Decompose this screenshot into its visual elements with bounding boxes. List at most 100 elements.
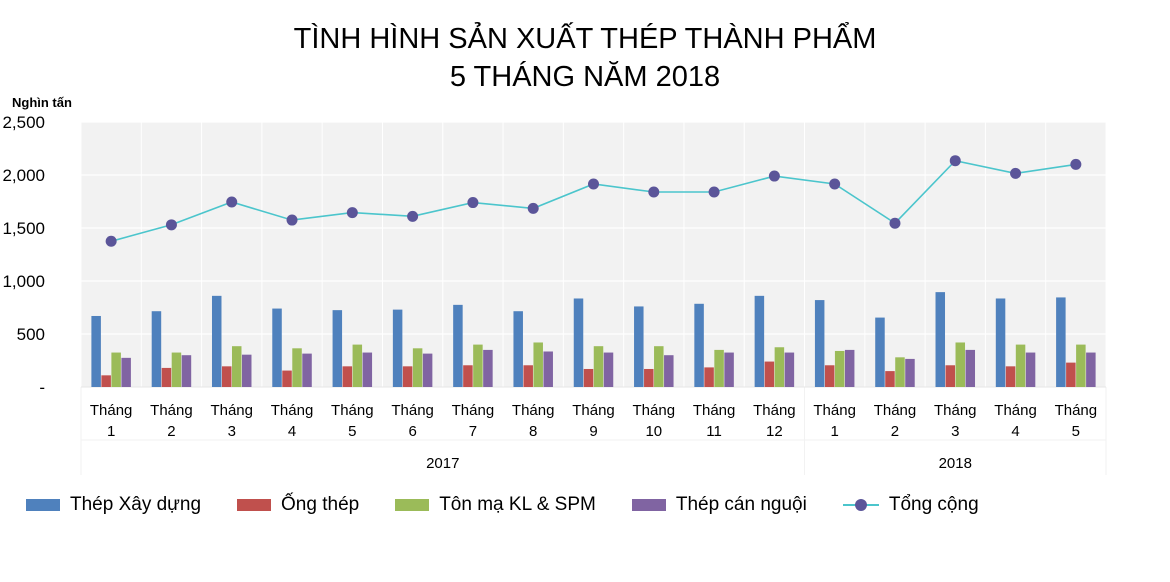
bar-3-13: [834, 350, 845, 387]
bar-4-12: [784, 352, 795, 387]
group-label-2017: 2017: [426, 455, 459, 472]
chart-title-line-1: TÌNH HÌNH SẢN XUẤT THÉP THÀNH PHẨM: [293, 23, 877, 55]
total-marker-8: [527, 202, 539, 214]
x-tick-label-line2: 5: [1072, 423, 1080, 440]
y-tick-label: 1,000: [2, 272, 45, 291]
bar-3-5: [352, 344, 363, 387]
bar-2-12: [764, 361, 775, 387]
bar-3-17: [1076, 344, 1086, 387]
bar-1-2: [151, 311, 162, 387]
y-axis-unit-label: Nghìn tấn: [12, 95, 72, 110]
bar-3-2: [171, 352, 182, 387]
bar-3-9: [593, 346, 604, 387]
total-marker-15: [949, 155, 961, 167]
bar-3-7: [473, 344, 483, 387]
bar-1-17: [1056, 297, 1066, 387]
legend-swatch: [395, 499, 430, 511]
legend-label: Ống thép: [281, 494, 360, 515]
bar-1-4: [272, 308, 282, 387]
legend-swatch: [26, 499, 60, 511]
bar-1-8: [513, 311, 523, 387]
bar-2-14: [885, 371, 895, 387]
legend-line-marker: [842, 499, 879, 511]
total-marker-6: [407, 210, 419, 222]
x-tick-label-line1: Tháng: [934, 402, 977, 419]
legend-label: Thép Xây dựng: [70, 494, 202, 515]
total-marker-14: [889, 217, 901, 229]
x-tick-label-line2: 9: [589, 423, 597, 440]
bar-3-3: [231, 346, 242, 387]
plot-area: [81, 122, 1106, 387]
bar-2-9: [583, 368, 594, 387]
bar-3-16: [1015, 344, 1026, 387]
bar-2-17: [1066, 362, 1076, 387]
bar-2-5: [342, 366, 353, 387]
legend-item-1: Thép Xây dựng: [26, 494, 201, 516]
x-tick-label-line1: Tháng: [512, 402, 555, 419]
bar-4-11: [724, 352, 734, 387]
bar-2-6: [402, 366, 413, 387]
bar-4-5: [362, 352, 373, 387]
x-tick-label-line2: 3: [951, 423, 959, 440]
x-tick-label-line2: 1: [831, 423, 839, 440]
bar-4-17: [1086, 352, 1096, 387]
total-marker-2: [165, 219, 177, 231]
legend-item-5: Tổng cộng: [842, 494, 979, 516]
bar-1-1: [91, 315, 101, 387]
x-tick-label-line2: 8: [529, 423, 537, 440]
bar-4-9: [603, 352, 614, 387]
x-tick-label-line2: 1: [107, 423, 115, 440]
total-marker-7: [467, 197, 479, 209]
bar-2-3: [221, 366, 232, 387]
x-tick-label-line2: 2: [167, 423, 175, 440]
total-marker-16: [1010, 167, 1022, 179]
x-tick-label-line1: Tháng: [331, 402, 374, 419]
bar-4-4: [302, 353, 312, 387]
bar-1-10: [634, 306, 644, 387]
x-tick-label-line1: Tháng: [150, 402, 193, 419]
total-marker-1: [105, 235, 117, 247]
bar-2-7: [463, 365, 473, 387]
x-tick-label-line1: Tháng: [391, 402, 434, 419]
x-tick-label-line1: Tháng: [693, 402, 736, 419]
bar-4-1: [121, 357, 131, 387]
x-tick-label-line2: 12: [766, 423, 783, 440]
x-tick-label-line2: 4: [288, 423, 296, 440]
bar-2-15: [945, 365, 956, 387]
y-tick-label: -: [39, 378, 45, 397]
bar-2-4: [282, 370, 292, 387]
legend-swatch: [237, 499, 272, 511]
x-tick-label-line1: Tháng: [994, 402, 1037, 419]
bar-1-16: [995, 298, 1006, 387]
bar-4-7: [483, 349, 493, 387]
x-tick-label-line2: 7: [469, 423, 477, 440]
bar-1-5: [332, 310, 343, 387]
chart-title-line-2: 5 THÁNG NĂM 2018: [449, 61, 721, 93]
total-marker-12: [768, 170, 780, 182]
y-tick-label: 2,500: [2, 113, 45, 132]
bar-3-11: [714, 349, 724, 387]
x-tick-label-line1: Tháng: [90, 402, 133, 419]
bar-1-9: [573, 298, 584, 387]
x-tick-label-line2: 6: [408, 423, 416, 440]
bar-1-6: [392, 309, 403, 387]
bar-2-13: [824, 365, 835, 387]
x-tick-label-line1: Tháng: [753, 402, 796, 419]
bar-4-16: [1025, 352, 1036, 387]
bar-3-4: [292, 348, 302, 387]
bar-4-6: [422, 353, 433, 387]
x-tick-label-line2: 5: [348, 423, 356, 440]
bar-1-11: [694, 303, 704, 387]
bar-3-10: [654, 346, 664, 387]
chart-legend: Thép Xây dựng Ống thép Tôn mạ KL & SPM Thép…: [26, 494, 1015, 516]
bar-1-14: [875, 317, 885, 387]
legend-label: Tổng cộng: [888, 494, 979, 515]
bar-2-2: [161, 367, 172, 387]
x-tick-label-line1: Tháng: [813, 402, 856, 419]
bar-3-14: [895, 357, 905, 387]
bar-2-11: [704, 367, 714, 387]
x-tick-label-line2: 2: [891, 423, 899, 440]
bar-3-15: [955, 342, 966, 387]
bar-3-12: [774, 347, 785, 387]
